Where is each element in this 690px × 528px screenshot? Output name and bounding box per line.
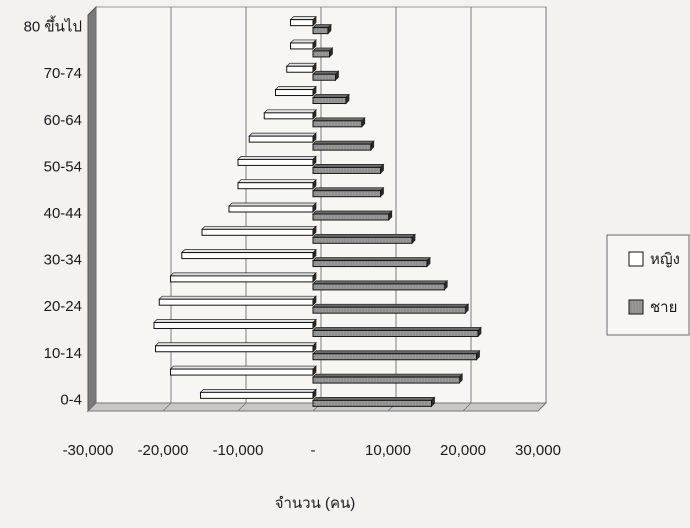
bar-female-50-54: [237, 155, 317, 167]
y-tick-label: 40-44: [44, 205, 82, 222]
x-tick-label: -10,000: [213, 442, 264, 459]
gridlines: [87, 7, 547, 412]
x-tick-label: -20,000: [138, 442, 189, 459]
bar-male-30-34: [312, 256, 431, 268]
bar-female-10-14: [154, 341, 317, 353]
y-tick-label: 50-54: [44, 158, 82, 175]
bar-male-25-29: [312, 280, 449, 291]
x-tick-label: -30,000: [63, 442, 114, 459]
bar-male-35-39: [312, 233, 416, 245]
gridline-floor-1: [162, 402, 172, 412]
bar-female-15-19: [153, 318, 317, 330]
legend-swatch-0: [628, 251, 644, 267]
gridline-floor-2: [237, 402, 247, 412]
x-tick-labels: -30,000 -20,000 -10,000-10,000 20,000 30,000: [63, 442, 561, 459]
bar-male-75-79: [312, 47, 334, 58]
legend-label-1: ชาย: [650, 299, 677, 316]
legend-box: [606, 234, 690, 336]
bar-male-65-69: [312, 93, 350, 105]
y-tick-label: 60-64: [44, 112, 82, 129]
bar-female-35-39: [201, 225, 317, 237]
bar-female-30-34: [180, 248, 317, 260]
gridline-floor-6: [537, 402, 547, 412]
bar-female-60-64: [263, 108, 317, 120]
bar-female-25-29: [169, 272, 317, 283]
bar-female-70-74: [285, 62, 317, 74]
x-axis-title: จำนวน (คน): [275, 495, 356, 512]
x-tick-label: 10,000: [365, 442, 411, 459]
bar-male-5-9: [312, 373, 464, 384]
bar-male-0-4: [312, 396, 436, 408]
x-tick-label: 20,000: [440, 442, 486, 459]
bar-male-10-14: [312, 349, 481, 361]
bar-female-0-4: [199, 388, 317, 400]
bar-male-50-54: [312, 163, 385, 175]
bar-female-55-59: [248, 132, 317, 143]
bar-male-80 ขึ้นไป: [312, 23, 332, 35]
bars: [153, 15, 482, 408]
bar-female-45-49: [237, 178, 317, 190]
plot-side-wall: [87, 5, 97, 413]
bar-female-65-69: [274, 85, 317, 97]
bar-male-15-19: [312, 326, 482, 338]
x-tick-label: 30,000: [515, 442, 561, 459]
legend-label-0: หญิง: [650, 251, 680, 268]
y-tick-label: 30-34: [44, 252, 82, 269]
bar-female-75-79: [289, 39, 317, 50]
bar-male-60-64: [312, 116, 366, 128]
bar-male-55-59: [312, 140, 375, 151]
bar-female-5-9: [169, 365, 317, 376]
bar-female-20-24: [158, 295, 317, 307]
bar-male-20-24: [312, 303, 470, 315]
bar-male-40-44: [312, 210, 393, 221]
y-tick-labels: 0-4 10-14 20-24 30-34 40-44 50-54 60-64 70-74 80…: [24, 16, 82, 409]
bar-male-70-74: [312, 70, 340, 82]
y-tick-label: 10-14: [44, 345, 82, 362]
legend-swatch-1: [628, 299, 644, 315]
y-tick-label: 70-74: [44, 65, 82, 82]
bar-female-80 ขึ้นไป: [289, 15, 317, 27]
y-tick-label: 80 ขึ้นไป: [24, 16, 82, 36]
y-tick-label: 0-4: [60, 391, 82, 408]
gridline-floor-0: [87, 402, 97, 412]
gridline-floor-5: [462, 402, 472, 412]
x-tick-label: -: [311, 442, 316, 459]
bar-male-45-49: [312, 186, 385, 198]
y-tick-label: 20-24: [44, 298, 82, 315]
bar-female-40-44: [228, 202, 317, 213]
